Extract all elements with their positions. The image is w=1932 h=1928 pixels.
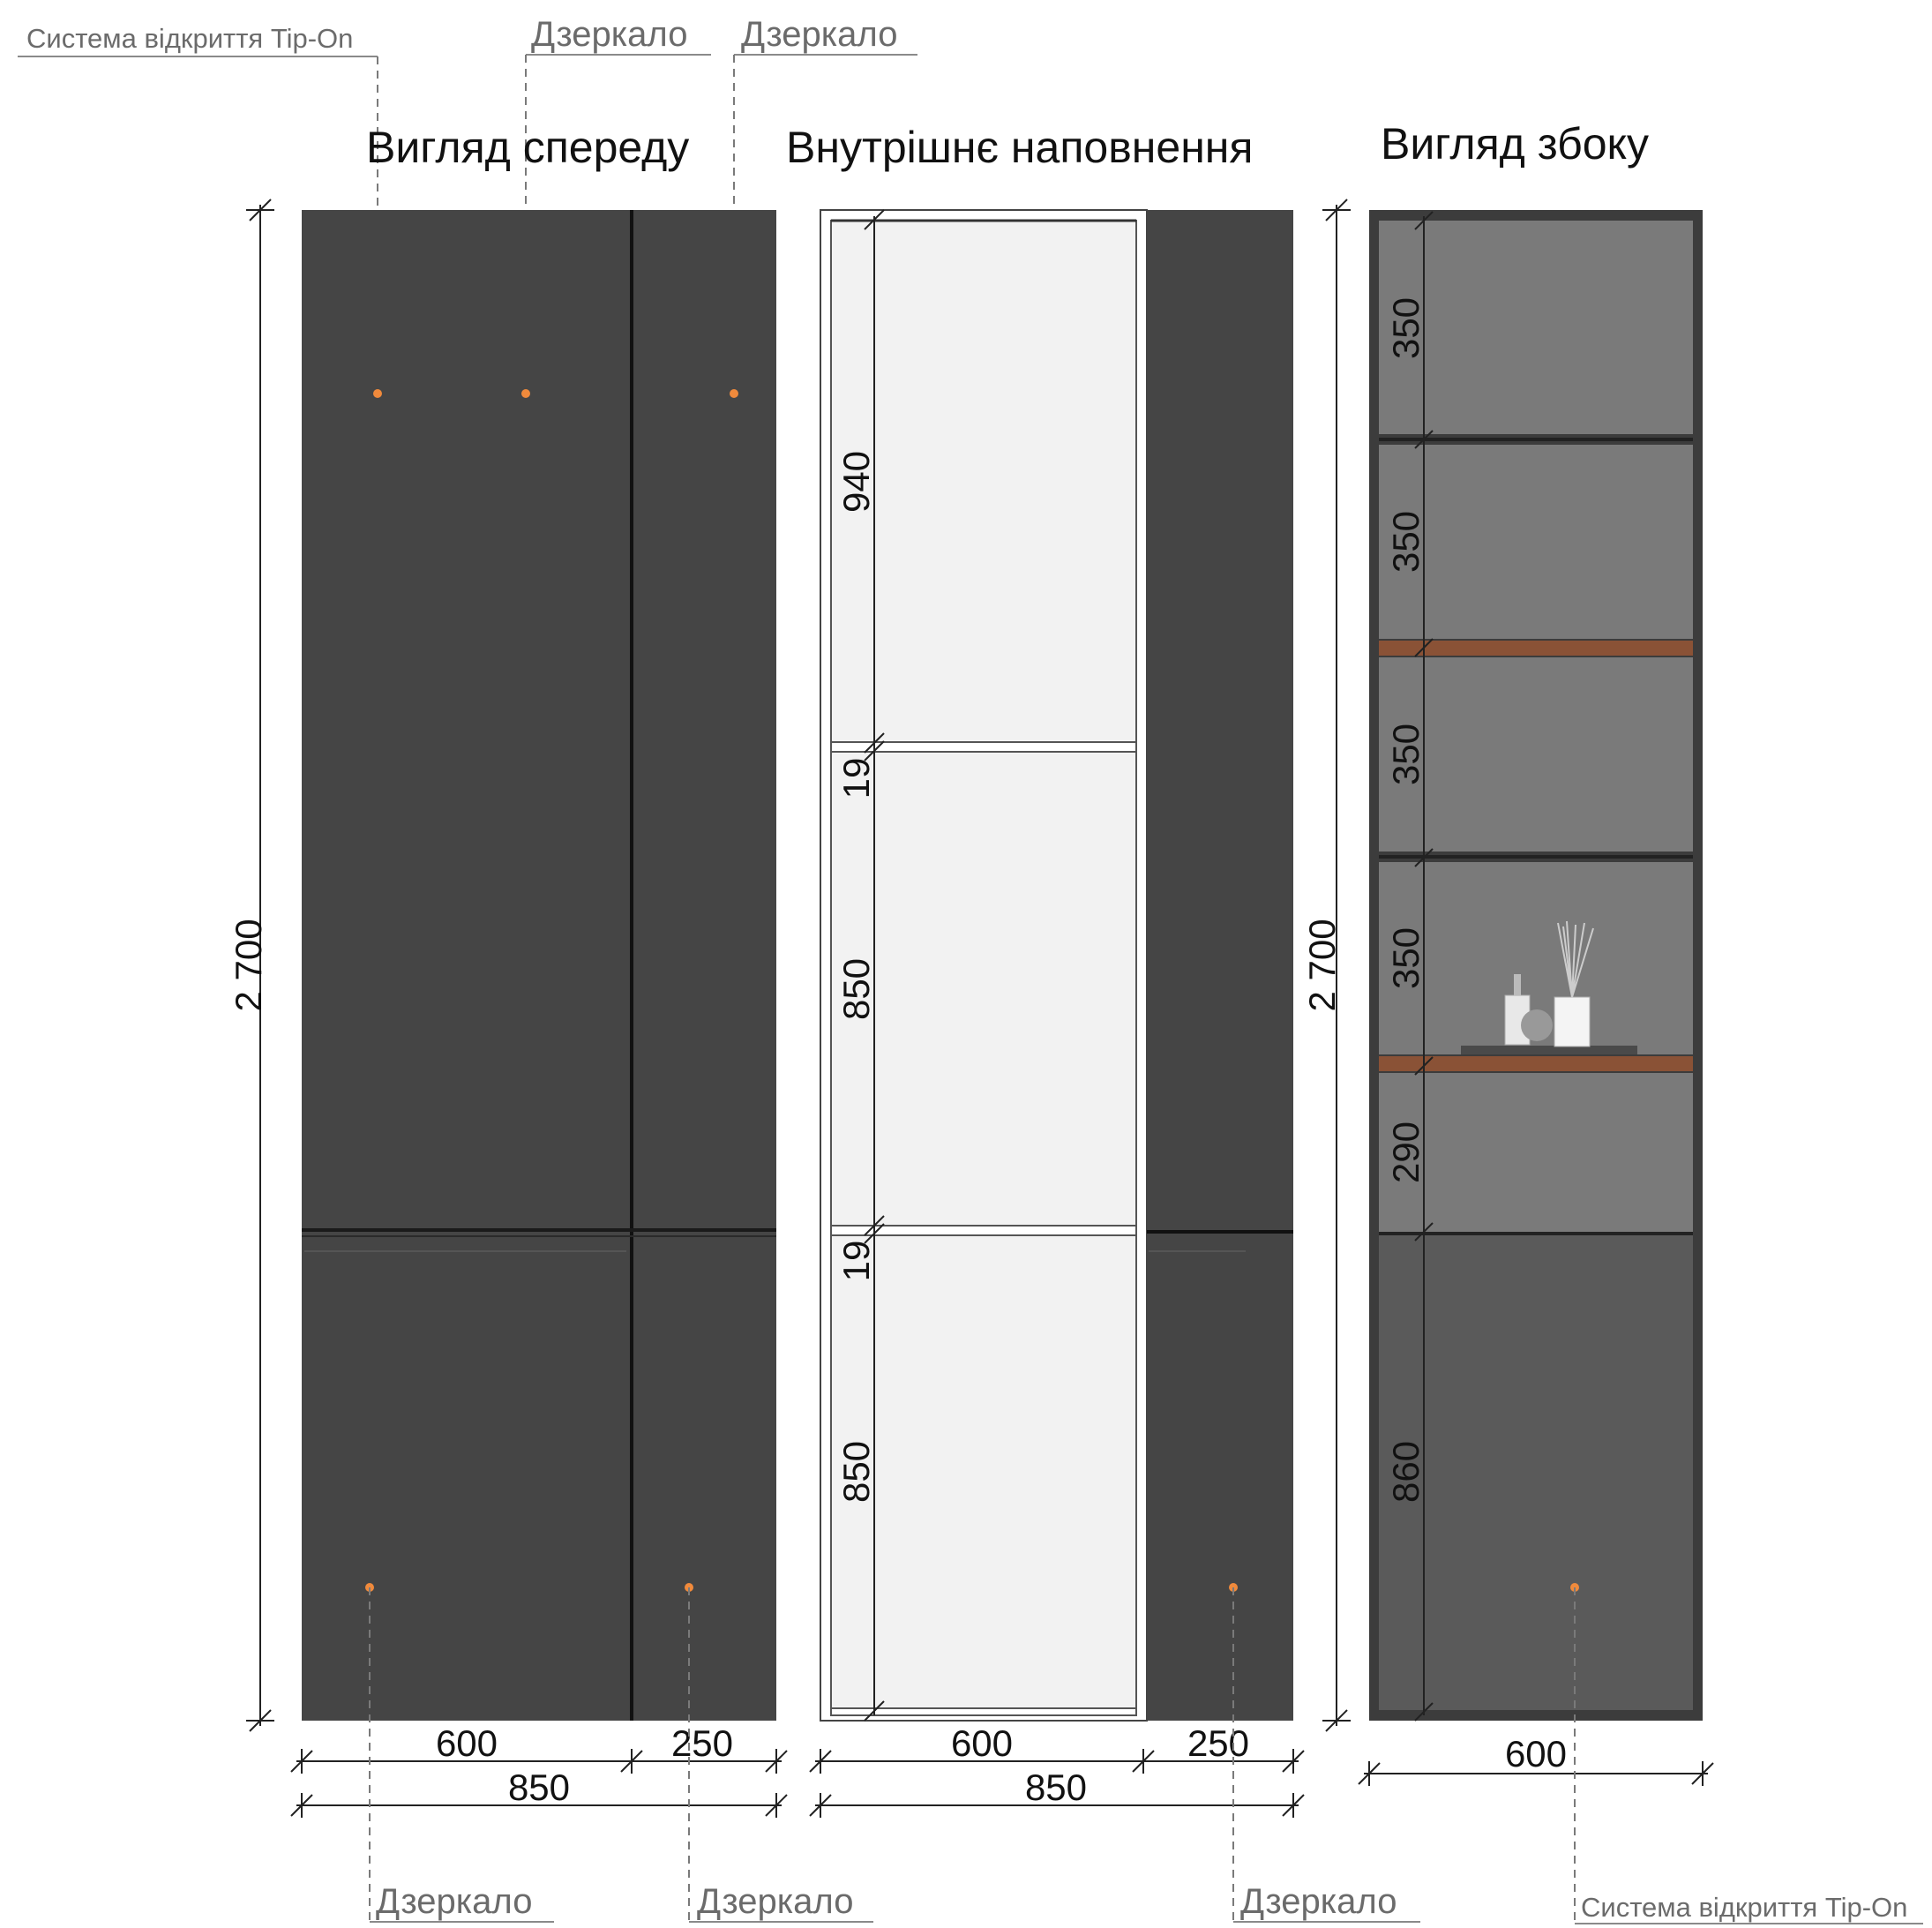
side-s3-label: 350 — [1385, 724, 1427, 785]
callout-tip-on-bottom-label: Система відкриття Tip-On — [1581, 1892, 1907, 1923]
interior-g2-label: 19 — [835, 1241, 877, 1282]
tip-on-marker — [730, 389, 738, 398]
interior-width-left-label: 600 — [951, 1722, 1013, 1764]
title-interior: Внутрішнє наповнення — [786, 123, 1254, 172]
interior-view: 940 19 850 19 850 600 250 850 — [809, 209, 1305, 1818]
wood-shelf — [1379, 1056, 1693, 1071]
tip-on-marker — [521, 389, 530, 398]
interior-g1-label: 19 — [835, 758, 877, 799]
interior-width-total-label: 850 — [1025, 1767, 1087, 1808]
decor-icon — [1461, 920, 1637, 1054]
front-view: 2 700 600 250 850 — [228, 199, 788, 1818]
interior-h2-label: 850 — [835, 958, 877, 1020]
front-width-right-label: 250 — [671, 1722, 733, 1764]
side-compartment — [1379, 221, 1693, 434]
title-side-view: Вигляд збоку — [1381, 119, 1649, 169]
interior-shelf — [830, 741, 1137, 753]
front-width-total-label: 850 — [508, 1767, 570, 1808]
interior-shelf — [830, 1225, 1137, 1236]
interior-h1-label: 940 — [835, 451, 877, 513]
tip-on-marker — [373, 389, 382, 398]
wood-shelf — [1379, 641, 1693, 656]
callout-mirror-top-1-label: Дзеркало — [531, 15, 687, 54]
side-s1-label: 350 — [1385, 297, 1427, 359]
side-height-label: 2 700 — [1301, 919, 1343, 1011]
side-lower-door — [1379, 1234, 1693, 1710]
front-height-label: 2 700 — [228, 919, 269, 1011]
callout-mirror-bottom-2: Дзеркало — [688, 1587, 873, 1923]
side-compartment — [1379, 1073, 1693, 1232]
front-panel — [302, 210, 776, 1721]
callout-mirror-bottom-3: Дзеркало — [1232, 1587, 1420, 1923]
side-s4-label: 350 — [1385, 927, 1427, 989]
side-compartment — [1379, 657, 1693, 851]
interior-width-right-label: 250 — [1187, 1722, 1249, 1764]
callout-mirror-bottom-1-label: Дзеркало — [376, 1882, 532, 1921]
callout-tip-on-top-label: Система відкриття Tip-On — [26, 23, 353, 54]
side-s5-label: 290 — [1385, 1122, 1427, 1183]
callout-mirror-bottom-2-label: Дзеркало — [697, 1882, 853, 1921]
side-view: 350 350 350 350 290 860 2 700 600 — [1301, 199, 1714, 1786]
side-compartment — [1379, 445, 1693, 639]
callout-tip-on-top: Система відкриття Tip-On — [18, 23, 378, 394]
side-s6-label: 860 — [1385, 1441, 1427, 1503]
callout-mirror-top-2-label: Дзеркало — [741, 15, 897, 54]
side-width-label: 600 — [1505, 1733, 1567, 1774]
side-s2-label: 350 — [1385, 511, 1427, 573]
callout-tip-on-bottom: Система відкриття Tip-On — [1574, 1587, 1923, 1924]
interior-h3-label: 850 — [835, 1441, 877, 1503]
callout-mirror-bottom-3-label: Дзеркало — [1240, 1882, 1397, 1921]
title-front-view: Вигляд спереду — [366, 123, 689, 172]
front-width-left-label: 600 — [436, 1722, 498, 1764]
callout-mirror-bottom-1: Дзеркало — [369, 1587, 554, 1923]
interior-door-panel — [1147, 210, 1293, 1721]
